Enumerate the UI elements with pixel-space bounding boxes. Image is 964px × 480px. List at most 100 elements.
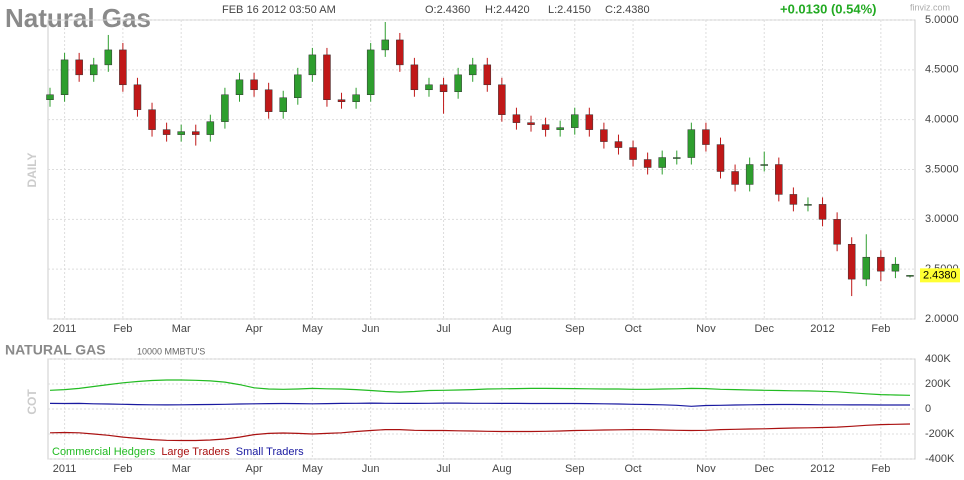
y-tick-label: 200K [925, 378, 951, 390]
candle-body [337, 99, 346, 102]
y-tick-label: 5.0000 [925, 14, 959, 26]
y-tick-label: 0 [925, 403, 931, 415]
x-tick-label: 2012 [810, 463, 834, 475]
candle-body [731, 171, 739, 185]
y-tick-label: 400K [925, 353, 951, 365]
x-tick-label: Oct [624, 323, 641, 335]
x-tick-label: Feb [113, 463, 132, 475]
candle-body [877, 256, 885, 272]
candle-body [629, 147, 637, 160]
candle-body [600, 129, 608, 142]
candle-body [745, 164, 754, 185]
x-tick-label: 2011 [53, 323, 77, 335]
series-line [49, 402, 910, 407]
x-tick-label: Dec [754, 323, 774, 335]
candle-body [206, 121, 215, 135]
candle-body [294, 74, 302, 98]
date: FEB 16 2012 03:50 AM [222, 4, 336, 16]
candle-body [192, 131, 200, 135]
candle-body [789, 194, 798, 205]
x-tick-label: May [302, 463, 323, 475]
x-tick-label: Oct [624, 463, 641, 475]
candle-body [366, 49, 375, 95]
candle-body [352, 94, 360, 102]
candle-body [585, 114, 594, 130]
candle-body [687, 129, 696, 158]
candle-body [177, 131, 185, 135]
candle-body [75, 59, 83, 76]
candle-body [104, 49, 113, 66]
cot-subtitle: 10000 MMBTU'S [137, 346, 205, 356]
candle-body [804, 204, 812, 206]
x-tick-label: Dec [754, 463, 774, 475]
change: +0.0130 (0.54%) [780, 1, 876, 16]
x-tick-label: May [302, 323, 323, 335]
x-tick-label: Jul [437, 463, 451, 475]
open: O:2.4360 [425, 4, 470, 16]
candle-body [148, 109, 156, 130]
y-tick-label: -400K [925, 453, 955, 465]
x-tick-label: 2011 [53, 463, 77, 475]
candle-body [162, 129, 171, 135]
y-tick-label: 3.0000 [925, 213, 959, 225]
candle-body [891, 263, 900, 272]
y-tick-label: -200K [925, 428, 955, 440]
last-price-label: 2.4380 [923, 269, 957, 281]
candle-body [541, 124, 550, 130]
candle-body [439, 84, 448, 93]
candle-body [279, 97, 287, 112]
y-tick-label: 4.5000 [925, 64, 959, 76]
candle-body [527, 122, 535, 125]
logo: finviz.com [910, 2, 950, 12]
candle-body [702, 129, 710, 145]
y-tick-label: 2.0000 [925, 313, 959, 325]
x-tick-label: Aug [492, 463, 512, 475]
candle-body [323, 54, 331, 100]
close: C:2.4380 [605, 4, 650, 16]
x-tick-label: Mar [172, 463, 191, 475]
series-line [49, 379, 911, 396]
x-tick-label: Nov [696, 463, 716, 475]
candle-body [556, 127, 564, 130]
candle-body [483, 64, 492, 86]
candle-body [235, 79, 244, 96]
candle-body [818, 204, 827, 220]
x-tick-label: Nov [696, 323, 716, 335]
cot-axis-label: COT [25, 389, 39, 415]
candle-body [396, 39, 404, 66]
candle-body [89, 64, 98, 76]
y-tick-label: 4.0000 [925, 114, 959, 126]
x-tick-label: Jun [362, 463, 380, 475]
low: L:2.4150 [548, 4, 591, 16]
y-axis-label: DAILY [25, 153, 39, 188]
candle-body [643, 159, 652, 168]
x-tick-label: Sep [565, 323, 585, 335]
x-tick-label: Jun [362, 323, 380, 335]
candle-body [716, 144, 725, 172]
candle-body [221, 94, 229, 122]
last-price-box [920, 268, 960, 283]
x-tick-label: Feb [871, 463, 890, 475]
candle-body [308, 54, 317, 76]
candle-body [847, 244, 856, 280]
legend-entry: Commercial Hedgers [52, 446, 156, 458]
x-tick-label: 2012 [810, 323, 834, 335]
candle-body [468, 64, 477, 76]
candle-body [454, 74, 462, 93]
x-tick-label: Mar [172, 323, 191, 335]
candle-body [498, 84, 506, 115]
x-tick-label: Feb [871, 323, 890, 335]
candle-body [906, 275, 914, 277]
x-tick-label: Jul [437, 323, 451, 335]
candle-body [658, 157, 666, 168]
candle-body [46, 94, 54, 100]
chart-title: Natural Gas [5, 3, 151, 33]
candle-body [119, 49, 127, 86]
x-tick-label: Apr [246, 463, 263, 475]
candle-body [133, 84, 142, 110]
x-tick-label: Feb [113, 323, 132, 335]
candle-body [250, 79, 258, 91]
x-tick-label: Aug [492, 323, 512, 335]
